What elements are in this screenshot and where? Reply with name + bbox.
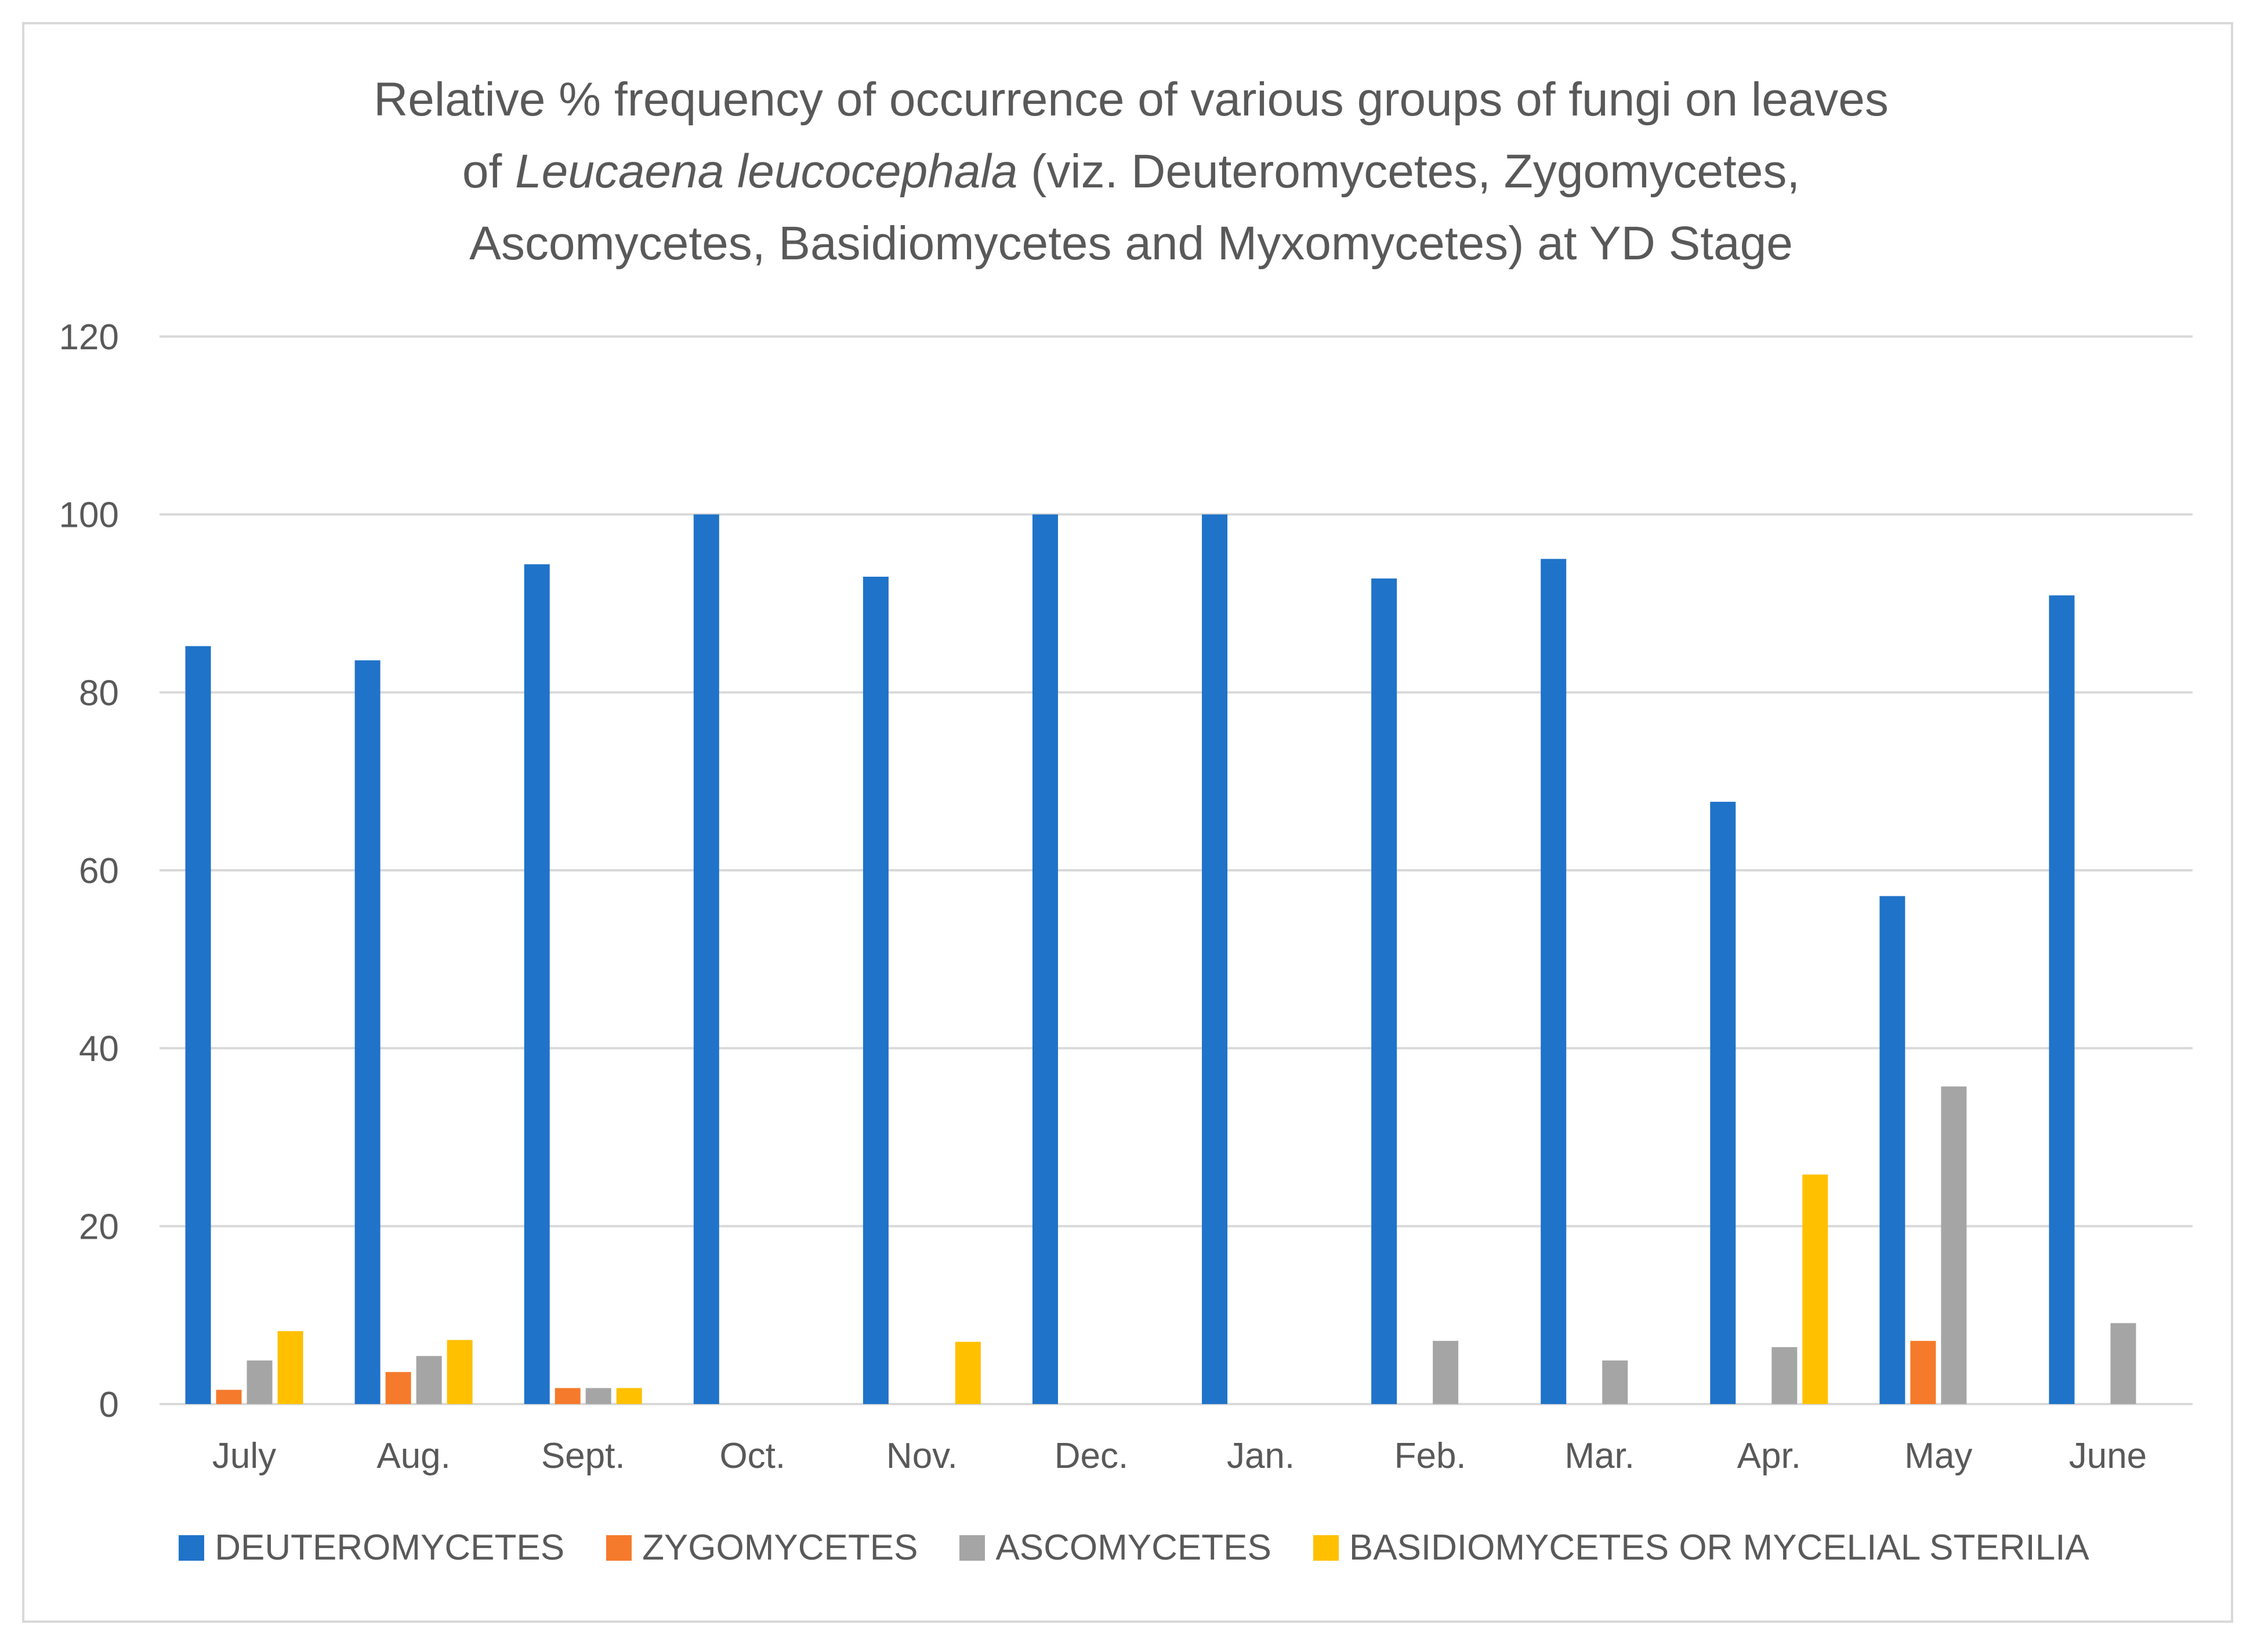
legend-item-ascomycetes: ASCOMYCETES bbox=[959, 1527, 1271, 1568]
bars bbox=[185, 514, 2136, 1405]
bar-ascomycetes-aug bbox=[416, 1356, 442, 1404]
x-tick-label-dec: Dec. bbox=[1055, 1436, 1128, 1476]
legend-swatch-deuteromycetes bbox=[179, 1535, 205, 1561]
x-tick-label-mar: Mar. bbox=[1564, 1436, 1635, 1476]
title-line-2-prefix: of bbox=[462, 145, 516, 198]
gridlines bbox=[160, 335, 2193, 1405]
bar-zygomycetes-july bbox=[216, 1390, 242, 1404]
x-tick-label-sept: Sept. bbox=[541, 1436, 625, 1476]
bar-ascomycetes-june bbox=[2110, 1323, 2136, 1404]
x-tick-label-nov: Nov. bbox=[886, 1436, 958, 1476]
bar-ascomycetes-mar bbox=[1602, 1360, 1628, 1404]
bar-deuteromycetes-june bbox=[2049, 595, 2075, 1404]
chart-frame bbox=[22, 22, 2233, 1623]
y-tick-label-100: 100 bbox=[59, 495, 119, 536]
bar-ascomycetes-apr bbox=[1771, 1347, 1798, 1404]
title-line-2: of Leucaena leucocephala (viz. Deuteromy… bbox=[174, 136, 2088, 208]
legend-label-basidiomycetes-or-mycelial-sterilia: BASIDIOMYCETES OR MYCELIAL STERILIA bbox=[1349, 1528, 2089, 1568]
bar-deuteromycetes-nov bbox=[863, 577, 889, 1404]
legend-swatch-ascomycetes bbox=[959, 1535, 986, 1561]
bar-basidiomycetes-or-mycelial-sterilia-apr bbox=[1802, 1174, 1828, 1404]
y-tick-label-120: 120 bbox=[59, 317, 119, 357]
bar-deuteromycetes-apr bbox=[1710, 801, 1736, 1404]
title-line-1: Relative % frequency of occurrence of va… bbox=[374, 73, 1889, 126]
title-species-name: Leucaena leucocephala bbox=[515, 145, 1018, 198]
bar-basidiomycetes-or-mycelial-sterilia-nov bbox=[955, 1341, 981, 1404]
bar-deuteromycetes-sept bbox=[524, 564, 550, 1404]
chart-legend: DEUTEROMYCETES ZYGOMYCETES ASCOMYCETES BASI… bbox=[0, 1527, 2268, 1568]
x-tick-label-july: July bbox=[212, 1436, 276, 1476]
bar-ascomycetes-may bbox=[1941, 1086, 1967, 1404]
x-tick-labels: July Aug. Sept. Oct. Nov. Dec. Jan. Feb. Mar. Apr… bbox=[212, 1436, 2147, 1476]
bar-basidiomycetes-or-mycelial-sterilia-july bbox=[277, 1331, 303, 1404]
bar-ascomycetes-sept bbox=[585, 1388, 611, 1404]
legend-item-deuteromycetes: DEUTEROMYCETES bbox=[179, 1527, 564, 1568]
x-tick-label-apr: Apr. bbox=[1737, 1436, 1801, 1476]
legend-label-zygomycetes: ZYGOMYCETES bbox=[642, 1528, 918, 1568]
x-tick-label-aug: Aug. bbox=[376, 1436, 451, 1476]
chart-title: Relative % frequency of occurrence of va… bbox=[174, 64, 2088, 280]
title-line-2-suffix: (viz. Deuteromycetes, Zygomycetes, bbox=[1017, 145, 1800, 198]
title-line-3: Ascomycetes, Basidiomycetes and Myxomyce… bbox=[469, 217, 1793, 270]
y-tick-labels: 0 20 40 60 80 100 120 bbox=[59, 317, 119, 1425]
bar-deuteromycetes-mar bbox=[1541, 559, 1567, 1405]
legend-label-ascomycetes: ASCOMYCETES bbox=[995, 1528, 1271, 1568]
legend-item-basidiomycetes-or-mycelial-sterilia: BASIDIOMYCETES OR MYCELIAL STERILIA bbox=[1313, 1527, 2089, 1568]
bar-ascomycetes-july bbox=[247, 1360, 273, 1404]
bar-zygomycetes-may bbox=[1910, 1341, 1936, 1404]
x-tick-label-may: May bbox=[1904, 1436, 1972, 1476]
y-tick-label-80: 80 bbox=[79, 673, 119, 713]
bar-deuteromycetes-aug bbox=[354, 660, 381, 1404]
bar-deuteromycetes-may bbox=[1879, 896, 1905, 1404]
y-tick-label-40: 40 bbox=[79, 1029, 119, 1069]
x-tick-label-jan: Jan. bbox=[1227, 1436, 1295, 1476]
bar-deuteromycetes-july bbox=[185, 646, 211, 1404]
y-tick-label-0: 0 bbox=[99, 1385, 119, 1425]
legend-label-deuteromycetes: DEUTEROMYCETES bbox=[215, 1528, 565, 1568]
bar-deuteromycetes-dec bbox=[1032, 514, 1058, 1404]
bar-deuteromycetes-feb bbox=[1371, 578, 1397, 1404]
x-tick-label-june: June bbox=[2069, 1436, 2147, 1476]
bar-deuteromycetes-jan bbox=[1202, 514, 1228, 1404]
bar-zygomycetes-aug bbox=[385, 1372, 411, 1404]
bar-zygomycetes-sept bbox=[555, 1388, 581, 1404]
x-tick-label-feb: Feb. bbox=[1394, 1436, 1466, 1476]
y-tick-label-60: 60 bbox=[79, 851, 119, 891]
y-tick-label-20: 20 bbox=[79, 1207, 119, 1247]
bar-basidiomycetes-or-mycelial-sterilia-aug bbox=[447, 1340, 473, 1404]
bar-deuteromycetes-oct bbox=[693, 514, 719, 1404]
legend-swatch-basidiomycetes-or-mycelial-sterilia bbox=[1313, 1535, 1339, 1561]
legend-item-zygomycetes: ZYGOMYCETES bbox=[606, 1527, 918, 1568]
legend-swatch-zygomycetes bbox=[606, 1535, 632, 1561]
x-tick-label-oct: Oct. bbox=[719, 1436, 785, 1476]
bar-ascomycetes-feb bbox=[1433, 1341, 1459, 1404]
bar-basidiomycetes-or-mycelial-sterilia-sept bbox=[616, 1388, 642, 1404]
